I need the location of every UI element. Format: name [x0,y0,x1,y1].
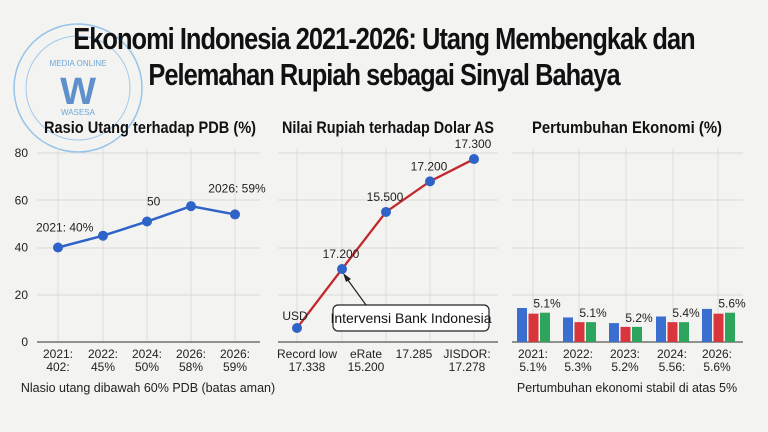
rupiah-point-label: USD [282,309,308,323]
growth-bar-label: 5.4% [672,306,700,320]
rupiah-point-label: 17.200 [323,247,360,261]
rupiah-point [337,264,347,275]
debt-point [186,201,196,212]
growth-bar [540,312,550,342]
growth-bar [667,322,678,342]
growth-caption: Pertumbuhan ekonomi stabil di atas 5% [517,381,737,395]
growth-bar [725,312,735,342]
logo-ring-inner [25,35,131,141]
annotation-text: Intervensi Bank Indonesia [330,310,491,326]
growth-x-tick: 2026: 5.6% [702,347,732,374]
growth-bar [620,326,631,342]
debt-x-tick: 2022: 45% [88,347,118,374]
rupiah-x-tick: eRate 15.200 [348,347,385,374]
debt-x-tick: 2024: 50% [132,347,162,374]
growth-bar [702,308,712,342]
debt-x-tick: 2021: 402: [43,347,73,374]
growth-x-tick: 2024: 5.56: [657,347,687,374]
rupiah-x-tick: Record low 17.338 [277,347,337,374]
rupiah-point [381,206,391,217]
growth-bar [528,313,539,342]
logo-text-top: MEDIA ONLINE [50,59,107,68]
rupiah-point-label: 17.200 [411,159,448,173]
growth-bar [563,317,573,342]
headline-line-1: Ekonomi Indonesia 2021-2026: Utang Membe… [73,21,695,56]
debt-point-label: 50 [147,195,161,209]
debt-point [53,242,63,253]
annotation-arrow [344,275,367,306]
debt-chart-title: Rasio Utang terhadap PDB (%) [44,118,256,137]
rupiah-x-tick: 17.285 [396,347,433,361]
growth-bar [679,322,689,342]
debt-y-tick: 80 [15,146,29,160]
debt-point [98,230,108,241]
debt-point-label: 2021: 40% [36,221,94,235]
logo-ring-outer [13,23,143,153]
growth-bar [586,322,596,342]
growth-bar [632,326,642,342]
debt-point [230,209,240,220]
growth-x-tick: 2022: 5.3% [563,347,593,374]
growth-bar [517,307,527,342]
growth-bar-label: 5.1% [533,297,561,311]
rupiah-point-label: 15.500 [367,190,404,204]
rupiah-point [469,154,479,165]
debt-caption: Nlasio utang dibawah 60% PDB (batas aman… [21,381,275,395]
logo-text-bottom: WASESA [61,108,96,117]
growth-bar [609,323,619,342]
growth-x-tick: 2021: 5.1% [518,347,548,374]
rupiah-chart-title: Nilai Rupiah terhadap Dolar AS [282,118,494,137]
growth-x-tick: 2023: 5.2% [610,347,640,374]
growth-bar [574,322,585,342]
debt-point-label: 2026: 59% [208,181,266,195]
rupiah-x-tick: JISDOR: 17.278 [443,347,490,374]
debt-x-tick: 2026: 59% [220,347,250,374]
growth-bar [656,316,666,342]
growth-bar-label: 5.6% [718,297,746,311]
growth-bar-label: 5.1% [579,306,607,320]
debt-y-tick: 60 [15,193,29,207]
rupiah-point [425,176,435,187]
debt-y-tick: 40 [15,241,29,255]
debt-y-tick: 0 [21,335,28,349]
debt-x-tick: 2026: 58% [176,347,206,374]
growth-bar [713,313,724,342]
annotation-box [332,304,490,332]
growth-chart-title: Pertumbuhan Ekonomi (%) [532,118,722,137]
headline-line-2: Pelemahan Rupiah sebagai Sinyal Bahaya [148,57,620,92]
debt-point [142,216,152,227]
rupiah-point-label: 17.300 [455,137,492,151]
logo-letter: W [60,71,96,113]
debt-y-tick: 20 [15,288,29,302]
annotation-arrowhead [343,273,351,282]
rupiah-point [292,323,302,334]
growth-bar-label: 5.2% [625,311,653,325]
